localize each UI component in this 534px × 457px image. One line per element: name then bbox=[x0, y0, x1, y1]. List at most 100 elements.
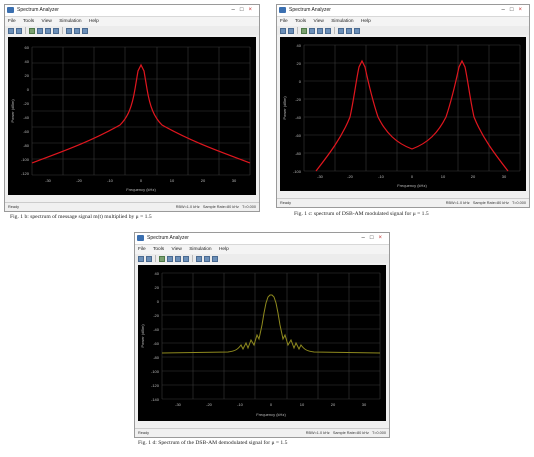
autoscale-icon[interactable] bbox=[66, 27, 72, 34]
peak-finder-icon[interactable] bbox=[212, 255, 218, 262]
print-icon[interactable] bbox=[16, 27, 22, 34]
status-time: T=0.000 bbox=[371, 431, 386, 435]
menu-tools[interactable]: Tools bbox=[152, 247, 165, 252]
close-icon[interactable]: × bbox=[378, 235, 387, 241]
zoom-in-icon[interactable] bbox=[37, 27, 43, 34]
y-axis-label: Power (dBm) bbox=[140, 324, 145, 348]
y-tick-label: -60 bbox=[153, 341, 160, 346]
print-icon[interactable] bbox=[146, 255, 152, 262]
menu-help[interactable]: Help bbox=[218, 247, 229, 252]
toolbar-divider bbox=[334, 27, 335, 34]
zoom-out-icon[interactable] bbox=[317, 27, 323, 34]
x-tick-label: -10 bbox=[378, 174, 385, 179]
x-tick-labels: -30 -20 -10 0 10 20 30 bbox=[45, 178, 237, 183]
menu-view[interactable]: View bbox=[41, 19, 52, 24]
menu-simulation[interactable]: Simulation bbox=[59, 19, 82, 24]
y-tick-label: -100 bbox=[151, 369, 160, 374]
zoom-out-icon[interactable] bbox=[45, 27, 51, 34]
maximize-icon[interactable]: □ bbox=[509, 7, 519, 13]
y-tick-label: -60 bbox=[295, 133, 302, 138]
maximize-icon[interactable]: □ bbox=[369, 235, 379, 241]
pan-icon[interactable] bbox=[325, 27, 331, 34]
settings-icon[interactable] bbox=[280, 27, 286, 34]
peak-finder-icon[interactable] bbox=[82, 27, 88, 34]
menu-help[interactable]: Help bbox=[88, 19, 99, 24]
y-tick-label: -80 bbox=[23, 143, 30, 148]
menu-tools[interactable]: Tools bbox=[22, 19, 35, 24]
toolbar bbox=[277, 26, 529, 35]
autoscale-icon[interactable] bbox=[338, 27, 344, 34]
menu-tools[interactable]: Tools bbox=[294, 19, 307, 24]
toolbar-divider bbox=[25, 27, 26, 34]
x-tick-label: 10 bbox=[170, 178, 175, 183]
y-tick-label: -80 bbox=[153, 355, 160, 360]
run-icon[interactable] bbox=[301, 27, 307, 34]
title-bar: Spectrum Analyzer –□× bbox=[5, 5, 259, 17]
spectrum-plot[interactable]: 40 20 0 -20 -40 -60 -80 -100 -120 -140 -… bbox=[138, 265, 386, 421]
run-icon[interactable] bbox=[29, 27, 35, 34]
y-tick-label: -20 bbox=[295, 97, 302, 102]
pan-icon[interactable] bbox=[53, 27, 59, 34]
x-tick-label: 10 bbox=[441, 174, 446, 179]
menu-bar: File Tools View Simulation Help bbox=[277, 17, 529, 26]
menu-simulation[interactable]: Simulation bbox=[189, 247, 212, 252]
y-tick-label: -80 bbox=[295, 151, 302, 156]
cursor-icon[interactable] bbox=[204, 255, 210, 262]
plot-grid bbox=[161, 272, 381, 400]
status-info: RBW=1.0 kHz Sample Rate=80 kHz T=0.000 bbox=[446, 199, 526, 207]
status-sample-rate: Sample Rate=80 kHz bbox=[332, 431, 369, 435]
app-icon bbox=[7, 7, 14, 13]
y-tick-label: 20 bbox=[25, 73, 30, 78]
close-icon[interactable]: × bbox=[518, 7, 527, 13]
spectrum-window-2: Spectrum Analyzer –□× File Tools View Si… bbox=[276, 4, 530, 208]
y-tick-labels: 60 40 20 0 -20 -40 -60 -80 -100 -120 bbox=[21, 45, 30, 176]
menu-simulation[interactable]: Simulation bbox=[331, 19, 354, 24]
menu-file[interactable]: File bbox=[8, 19, 16, 24]
cursor-icon[interactable] bbox=[74, 27, 80, 34]
cursor-icon[interactable] bbox=[346, 27, 352, 34]
menu-file[interactable]: File bbox=[138, 247, 146, 252]
close-icon[interactable]: × bbox=[248, 7, 257, 13]
status-ready: Ready bbox=[138, 431, 149, 435]
maximize-icon[interactable]: □ bbox=[239, 7, 249, 13]
menu-view[interactable]: View bbox=[171, 247, 182, 252]
spectrum-window-3: Spectrum Analyzer –□× File Tools View Si… bbox=[134, 232, 390, 438]
spectrum-trace bbox=[161, 294, 381, 354]
y-tick-label: -120 bbox=[21, 171, 30, 176]
x-tick-label: -20 bbox=[76, 178, 83, 183]
settings-icon[interactable] bbox=[8, 27, 14, 34]
spectrum-plot[interactable]: 40 20 0 -20 -40 -60 -80 -100 -30 -20 -10… bbox=[280, 37, 526, 191]
print-icon[interactable] bbox=[288, 27, 294, 34]
spectrum-plot[interactable]: 60 40 20 0 -20 -40 -60 -80 -100 -120 -30… bbox=[8, 37, 256, 195]
settings-icon[interactable] bbox=[138, 255, 144, 262]
status-ready: Ready bbox=[8, 205, 19, 209]
run-icon[interactable] bbox=[159, 255, 165, 262]
minimize-icon[interactable]: – bbox=[501, 7, 510, 13]
zoom-out-icon[interactable] bbox=[175, 255, 181, 262]
x-tick-label: -30 bbox=[317, 174, 324, 179]
y-tick-label: -100 bbox=[293, 169, 302, 174]
menu-help[interactable]: Help bbox=[360, 19, 371, 24]
toolbar-divider bbox=[62, 27, 63, 34]
menu-view[interactable]: View bbox=[313, 19, 324, 24]
zoom-in-icon[interactable] bbox=[167, 255, 173, 262]
window-controls: –□× bbox=[362, 233, 387, 244]
window-title: Spectrum Analyzer bbox=[289, 7, 331, 13]
status-ready: Ready bbox=[280, 201, 291, 205]
autoscale-icon[interactable] bbox=[196, 255, 202, 262]
x-axis-label: Frequency (kHz) bbox=[397, 183, 427, 188]
minimize-icon[interactable]: – bbox=[231, 7, 240, 13]
y-tick-label: -20 bbox=[23, 101, 30, 106]
y-tick-label: 20 bbox=[155, 285, 160, 290]
y-tick-label: 0 bbox=[299, 79, 302, 84]
status-rbw: RBW=1.0 kHz bbox=[305, 431, 330, 435]
x-tick-labels: -30 -20 -10 0 10 20 30 bbox=[175, 402, 367, 407]
x-axis-label: Frequency (kHz) bbox=[126, 187, 156, 192]
status-info: RBW=1.0 kHz Sample Rate=80 kHz T=0.000 bbox=[306, 429, 386, 437]
zoom-in-icon[interactable] bbox=[309, 27, 315, 34]
pan-icon[interactable] bbox=[183, 255, 189, 262]
menu-file[interactable]: File bbox=[280, 19, 288, 24]
peak-finder-icon[interactable] bbox=[354, 27, 360, 34]
minimize-icon[interactable]: – bbox=[361, 235, 370, 241]
y-tick-label: 40 bbox=[25, 59, 30, 64]
